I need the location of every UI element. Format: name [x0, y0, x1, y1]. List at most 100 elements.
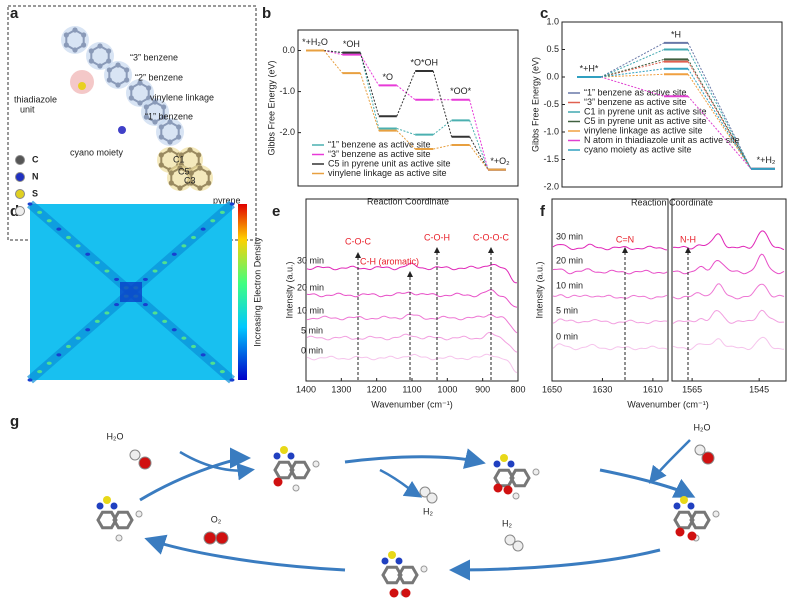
connector [687, 59, 752, 170]
atom [512, 540, 524, 552]
density-spot [181, 336, 187, 340]
atom [206, 180, 212, 186]
annotation: vinylene linkage [150, 92, 214, 102]
density-spot [114, 277, 120, 282]
density-spot [152, 269, 158, 273]
atom [106, 48, 112, 54]
species-label: O₂ [211, 514, 222, 524]
density-spot [46, 219, 52, 223]
atom [128, 85, 134, 91]
o-atom [503, 485, 513, 495]
connector [469, 144, 489, 170]
density-spot [171, 328, 177, 332]
atom [168, 170, 174, 176]
h-atom [712, 510, 720, 518]
n-atom [96, 502, 104, 510]
atom [63, 32, 69, 38]
n-atom [110, 502, 118, 510]
atom [72, 47, 78, 53]
atom [167, 139, 173, 145]
density-spot [37, 370, 43, 374]
connector [433, 144, 452, 150]
x-tick-label: 1100 [402, 384, 421, 394]
atom [97, 63, 103, 69]
annotation: cyano moiety [70, 147, 124, 157]
n-atom [507, 460, 515, 468]
connector [687, 49, 752, 170]
density-spot [75, 336, 81, 340]
connector [359, 54, 380, 86]
panel-letter: e [272, 203, 280, 220]
legend-label: N atom in thiadiazole unit as active sit… [584, 135, 740, 145]
ring [673, 510, 695, 530]
colorbar [238, 204, 247, 380]
molecule [273, 446, 320, 492]
atom [72, 27, 78, 33]
plot-frame [305, 198, 519, 382]
annotation: thiadiazole [14, 94, 57, 104]
ring [96, 510, 118, 530]
ring [397, 565, 419, 585]
h-atom [420, 565, 428, 573]
connector [396, 70, 416, 117]
atom [176, 124, 182, 130]
ring [289, 460, 311, 480]
density-spot [229, 202, 235, 206]
x-tick-label: 800 [510, 384, 525, 394]
annotation: C-O-C [345, 236, 371, 246]
molecule [61, 26, 213, 191]
o-atom [675, 527, 685, 537]
atom [88, 58, 94, 64]
connector [359, 72, 380, 131]
species-label: H₂ [502, 518, 512, 528]
connector [359, 52, 380, 117]
y-axis-label: Gibbs Free Energy (eV) [530, 57, 540, 152]
density-spot [94, 319, 100, 323]
panel-letter: f [540, 203, 546, 220]
spectrum [306, 262, 518, 284]
ring [689, 510, 711, 530]
legend-label: N [32, 171, 39, 181]
density-spot [142, 277, 148, 282]
category-label: *+O₂ [490, 156, 510, 166]
annotation: C-O-H [424, 232, 450, 242]
density-spot [65, 235, 71, 240]
atom [177, 165, 183, 171]
atom [124, 67, 130, 73]
molecule [493, 454, 540, 500]
time-label: 30 min [556, 231, 583, 241]
species-label: H₂ [423, 506, 433, 516]
cycle-arrow [144, 534, 346, 572]
plot-frame [551, 198, 669, 382]
ring [112, 510, 134, 530]
annotation: N-H [680, 234, 696, 244]
spectrum [552, 343, 668, 351]
density-spot [181, 244, 187, 248]
spectrum [672, 283, 785, 300]
atom [161, 104, 167, 110]
atom [63, 42, 69, 48]
legend-label: C [32, 154, 39, 164]
density-spot [37, 210, 43, 214]
connector [323, 50, 343, 56]
density-spot [191, 344, 197, 349]
panel-e [306, 262, 518, 374]
x-axis-label: Wavenumber (cm⁻¹) [371, 399, 452, 409]
density-spot [94, 261, 100, 265]
panel-f [552, 230, 785, 351]
atom [106, 77, 112, 83]
density-spot [85, 328, 91, 332]
panel-g [96, 439, 720, 598]
atom [81, 42, 87, 48]
panel-letter: c [540, 5, 548, 22]
connector [687, 68, 752, 170]
x-tick-label: 1545 [749, 384, 769, 394]
annotation: “1” benzene [145, 111, 193, 121]
panel-letter: b [262, 5, 271, 22]
spectrum [306, 313, 518, 334]
category-label: *OO* [450, 86, 472, 96]
y-tick-label: -2.0 [279, 127, 295, 137]
s-atom [280, 446, 288, 454]
x-tick-label: 1300 [331, 384, 351, 394]
x-axis-label: Wavenumber (cm⁻¹) [627, 399, 708, 409]
